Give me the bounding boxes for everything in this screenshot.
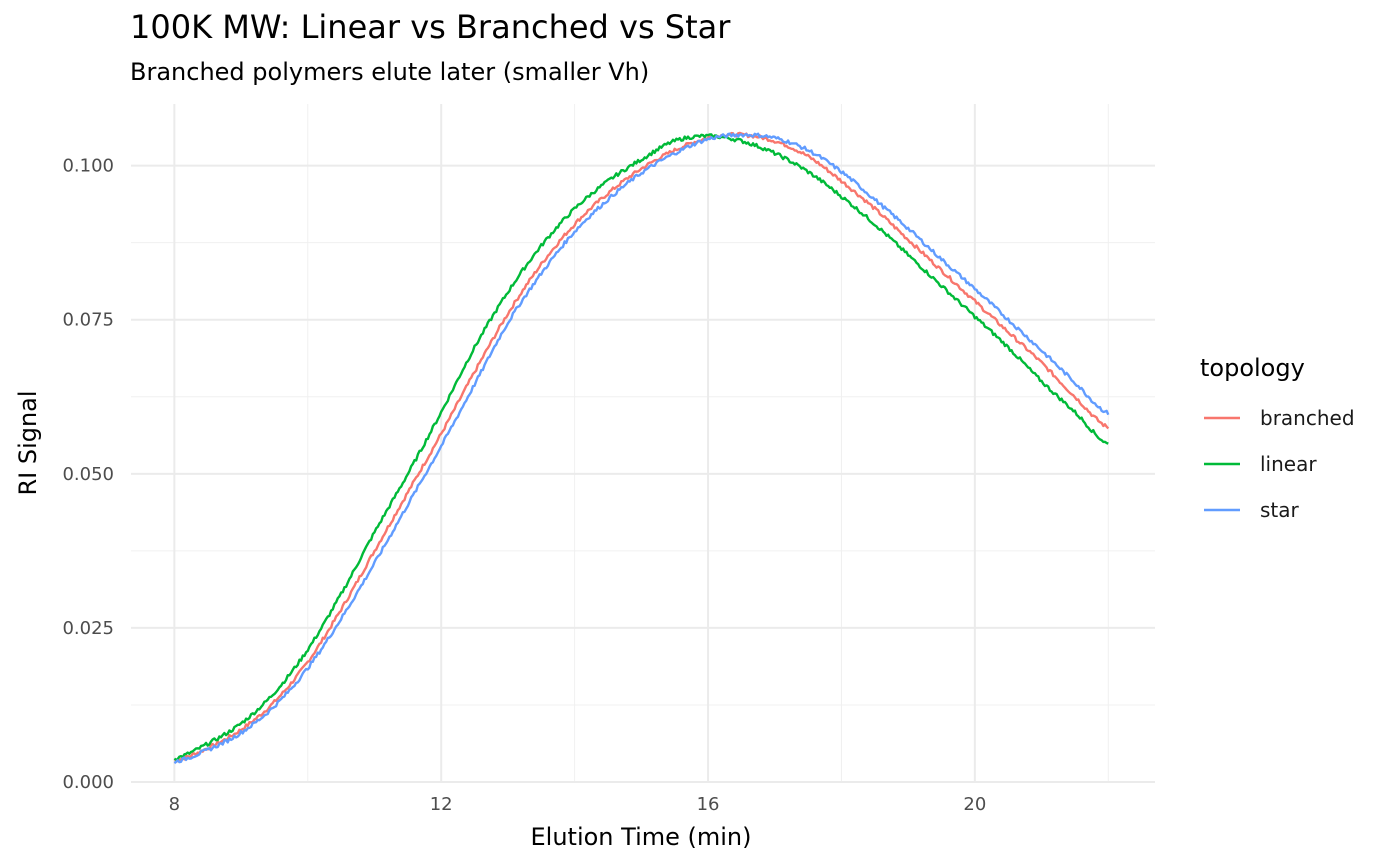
x-tick-label: 12 [430, 794, 453, 815]
legend-label-branched: branched [1260, 406, 1355, 430]
y-tick-label: 0.100 [62, 156, 114, 177]
y-tick-label: 0.025 [62, 618, 114, 639]
series-line-star [173, 132, 1110, 765]
y-axis-title: RI Signal [14, 390, 42, 495]
series-line-branched [173, 131, 1110, 763]
y-axis-ticks: 0.000 0.025 0.050 0.075 0.100 [62, 156, 114, 793]
x-tick-label: 8 [169, 794, 180, 815]
series-line-linear [173, 133, 1109, 761]
legend-label-star: star [1260, 498, 1300, 522]
chart-subtitle: Branched polymers elute later (smaller V… [130, 58, 650, 86]
legend-label-linear: linear [1260, 452, 1317, 476]
minor-gridlines [131, 104, 1155, 782]
x-axis-ticks: 8 12 16 20 [169, 794, 987, 815]
legend: topology branched linear star [1200, 354, 1355, 522]
major-gridlines [131, 104, 1155, 783]
y-tick-label: 0.075 [62, 310, 114, 331]
y-tick-label: 0.050 [62, 464, 114, 485]
x-tick-label: 20 [963, 794, 986, 815]
legend-title: topology [1200, 354, 1305, 382]
chart-title: 100K MW: Linear vs Branched vs Star [130, 8, 731, 46]
x-axis-title: Elution Time (min) [531, 823, 752, 851]
y-tick-label: 0.000 [62, 772, 114, 793]
x-tick-label: 16 [697, 794, 720, 815]
series-lines [173, 131, 1110, 765]
